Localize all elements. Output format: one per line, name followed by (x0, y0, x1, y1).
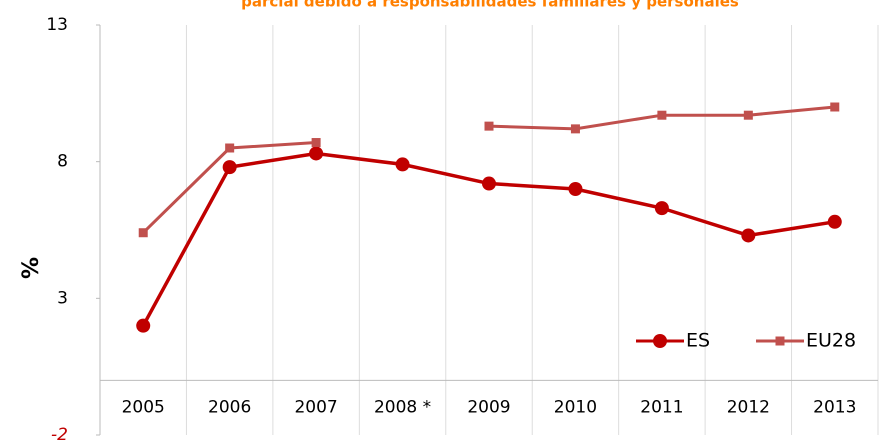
data-point (743, 110, 753, 120)
data-point (138, 228, 148, 238)
data-point (657, 110, 667, 120)
data-point (311, 138, 321, 148)
x-tick-label: 2005 (122, 398, 165, 418)
legend-label: ES (686, 330, 710, 352)
y-tick-label: 13 (46, 15, 68, 35)
legend-marker (775, 336, 785, 346)
x-tick-label: 2012 (727, 398, 770, 418)
x-tick-label: 2011 (640, 398, 683, 418)
data-point (570, 124, 580, 134)
x-tick-label: 2008 * (374, 398, 431, 418)
x-tick-label: 2006 (208, 398, 251, 418)
x-tick-label: 2010 (554, 398, 597, 418)
x-tick-label: 2007 (294, 398, 337, 418)
data-point (482, 176, 496, 191)
data-point (484, 121, 494, 131)
x-tick-label: 2009 (467, 398, 510, 418)
data-point (741, 228, 756, 243)
chart-title: parcial debido a responsabilidades famil… (241, 0, 739, 11)
y-tick-label: 8 (57, 152, 68, 172)
data-point (395, 157, 410, 172)
y-tick-label: 3 (57, 288, 68, 308)
y-axis-label: % (19, 257, 44, 279)
data-point (654, 201, 669, 216)
x-tick-label: 2013 (813, 398, 856, 418)
data-point (568, 182, 583, 196)
data-point (225, 143, 235, 153)
data-point (222, 160, 237, 175)
legend-label: EU28 (806, 330, 856, 352)
y-tick-label: -2 (51, 425, 68, 443)
legend-marker (653, 334, 667, 348)
data-point (136, 318, 151, 333)
data-point (309, 146, 324, 161)
data-point (827, 214, 842, 229)
data-point (830, 102, 840, 112)
